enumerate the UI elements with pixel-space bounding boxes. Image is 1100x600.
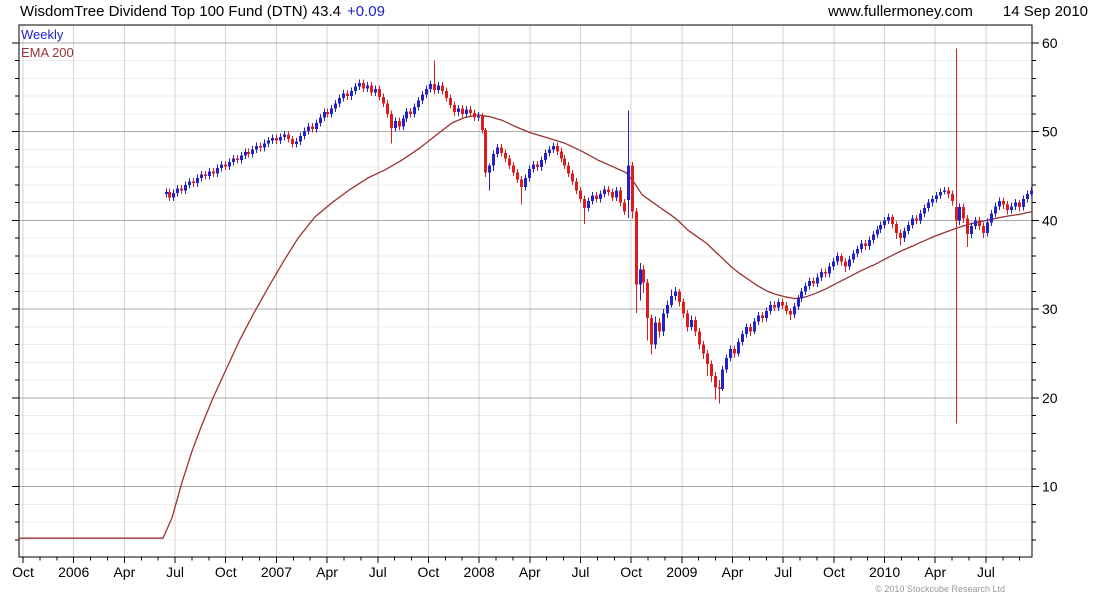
- ema-200-line: [19, 114, 1033, 539]
- x-tick-label: Apr: [722, 564, 744, 580]
- chart-title-bar: WisdomTree Dividend Top 100 Fund (DTN) 4…: [20, 3, 385, 20]
- page-title: WisdomTree Dividend Top 100 Fund (DTN) 4…: [20, 3, 341, 20]
- x-tick-label: Oct: [12, 564, 34, 580]
- x-tick-label: Jul: [774, 564, 792, 580]
- x-tick-label: Oct: [620, 564, 642, 580]
- x-tick-label: Jul: [572, 564, 590, 580]
- legend: Weekly EMA 200: [21, 26, 74, 62]
- x-tick-label: Apr: [924, 564, 946, 580]
- y-tick-label: 40: [1042, 212, 1058, 228]
- legend-weekly: Weekly: [21, 27, 64, 42]
- copyright-notice: © 2010 Stockcube Research Ltd: [875, 584, 1005, 594]
- y-tick-label: 10: [1042, 479, 1058, 495]
- x-tick-label: 2007: [261, 564, 292, 580]
- y-tick-label: 60: [1042, 35, 1058, 51]
- price-change: +0.09: [346, 3, 385, 20]
- x-tick-label: 2009: [666, 564, 697, 580]
- vertical-gridlines: [22, 25, 987, 557]
- chart-source-bar: www.fullermoney.com 14 Sep 2010: [828, 3, 1088, 20]
- x-tick-label: Jul: [369, 564, 387, 580]
- x-tick-label: 2008: [464, 564, 495, 580]
- x-tick-label: Oct: [418, 564, 440, 580]
- x-tick-label: Apr: [113, 564, 135, 580]
- x-tick-label: Jul: [977, 564, 995, 580]
- x-tick-label: Oct: [215, 564, 237, 580]
- x-tick-label: Apr: [519, 564, 541, 580]
- major-gridlines: [19, 42, 1032, 488]
- x-tick-label: 2010: [869, 564, 900, 580]
- grid-and-axes: [12, 24, 1039, 563]
- y-tick-label: 30: [1042, 301, 1058, 317]
- legend-ema-200: EMA 200: [21, 45, 74, 60]
- x-tick-label: 2006: [58, 564, 89, 580]
- minor-gridlines: [19, 60, 1032, 541]
- x-tick-label: Apr: [316, 564, 338, 580]
- y-tick-label: 50: [1042, 124, 1058, 140]
- x-tick-label: Oct: [823, 564, 845, 580]
- weekly-candles: [165, 48, 1033, 424]
- x-tick-label: Jul: [166, 564, 184, 580]
- chart-date: 14 Sep 2010: [1002, 3, 1088, 20]
- axis-ticks: [12, 42, 1039, 563]
- source-site: www.fullermoney.com: [828, 3, 973, 20]
- y-tick-label: 20: [1042, 390, 1058, 406]
